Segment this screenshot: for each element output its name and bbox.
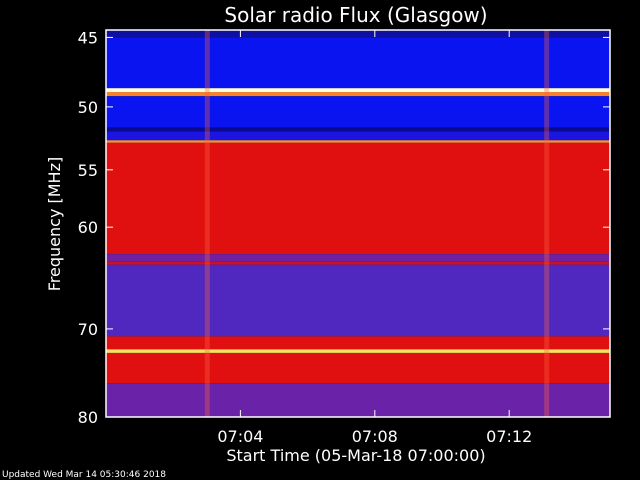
updated-timestamp: Updated Wed Mar 14 05:30:46 2018 — [2, 470, 166, 480]
spectrogram-band — [106, 264, 610, 337]
y-axis: 45 50 55 60 70 80 — [78, 28, 610, 427]
y-tick-label: 50 — [78, 98, 98, 117]
spectrogram-band — [106, 37, 610, 89]
spectrogram-band — [106, 96, 610, 128]
spectrogram-band — [106, 131, 610, 141]
x-tick-label: 07:08 — [352, 427, 398, 446]
y-tick-label: 80 — [78, 408, 98, 427]
spectrogram-band — [106, 30, 610, 38]
spectrogram-band — [106, 140, 610, 143]
y-tick-label: 60 — [78, 218, 98, 237]
burst-column — [544, 30, 550, 417]
spectrogram-band — [106, 127, 610, 132]
plot-frame — [105, 29, 611, 418]
spectrogram-band — [106, 261, 610, 265]
y-tick-label: 45 — [78, 28, 98, 47]
y-tick-label: 55 — [78, 161, 98, 180]
chart-title: Solar radio Flux (Glasgow) — [224, 3, 487, 27]
spectrogram-band — [106, 92, 610, 97]
y-axis-label: Frequency [MHz] — [45, 157, 64, 291]
spectrogram-band — [106, 142, 610, 255]
x-axis: 07:04 07:08 07:12 — [217, 30, 532, 446]
spectrogram-band — [106, 336, 610, 350]
y-tick-label: 70 — [78, 320, 98, 339]
x-tick-label: 07:12 — [486, 427, 532, 446]
x-tick-label: 07:04 — [217, 427, 263, 446]
spectrogram-band — [106, 353, 610, 384]
spectrogram-plot-area — [106, 30, 610, 417]
spectrogram-band — [106, 383, 610, 417]
burst-column — [204, 30, 210, 417]
spectrogram-band — [106, 349, 610, 353]
x-axis-label: Start Time (05-Mar-18 07:00:00) — [226, 446, 485, 465]
spectrogram-band — [106, 88, 610, 93]
spectrogram-band — [106, 254, 610, 262]
